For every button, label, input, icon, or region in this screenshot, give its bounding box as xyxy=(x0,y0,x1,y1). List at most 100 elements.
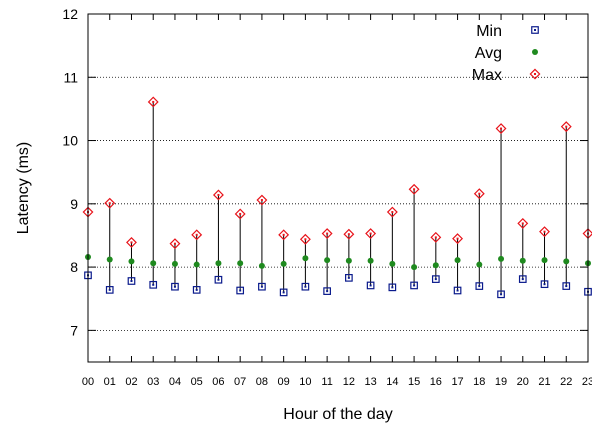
point-max xyxy=(147,96,159,108)
legend-marker-max xyxy=(529,68,541,80)
grid-lines xyxy=(88,76,588,331)
point-min-center xyxy=(543,283,546,286)
point-min xyxy=(388,283,397,292)
point-min xyxy=(105,286,114,294)
point-max-center xyxy=(130,241,133,244)
x-tick-label: 07 xyxy=(234,376,246,388)
point-avg xyxy=(280,260,287,267)
point-avg xyxy=(150,260,157,267)
point-min-center xyxy=(130,280,133,283)
x-tick-label: 12 xyxy=(343,376,355,388)
point-min-center xyxy=(456,289,459,292)
point-max xyxy=(430,231,442,243)
point-max-center xyxy=(239,212,242,215)
point-max-center xyxy=(347,233,350,236)
point-avg xyxy=(258,262,265,269)
point-avg xyxy=(237,260,244,267)
point-avg xyxy=(411,264,418,271)
point-max-center xyxy=(152,100,155,103)
point-max xyxy=(212,189,224,201)
x-axis-label: Hour of the day xyxy=(283,406,392,423)
point-min xyxy=(279,288,288,297)
x-tick-label: 04 xyxy=(169,376,181,388)
point-max xyxy=(343,228,355,240)
point-max-center xyxy=(413,188,416,191)
point-max xyxy=(126,236,137,248)
data-points xyxy=(82,96,592,299)
x-tick-label: 18 xyxy=(473,376,485,388)
point-min-center xyxy=(500,293,503,296)
y-axis-ticks: 7 8 9 10 11 12 xyxy=(62,6,588,338)
point-avg xyxy=(476,261,483,268)
point-min-center xyxy=(326,290,329,293)
legend-label-avg: Avg xyxy=(475,45,502,62)
x-tick-label: 08 xyxy=(256,376,268,388)
point-min xyxy=(518,275,527,283)
point-min-center xyxy=(217,278,220,281)
point-min-center xyxy=(195,288,198,291)
point-avg xyxy=(324,257,331,264)
point-max-center xyxy=(478,192,481,195)
point-avg xyxy=(432,262,439,269)
point-max xyxy=(321,228,333,240)
y-tick-label: 8 xyxy=(70,259,78,275)
point-max-center xyxy=(434,236,437,239)
point-min xyxy=(258,282,266,291)
point-max xyxy=(104,197,116,209)
point-min-center xyxy=(521,278,524,281)
point-avg xyxy=(389,260,396,267)
x-tick-label: 01 xyxy=(104,376,116,388)
point-min-center xyxy=(152,283,155,286)
plot-frame xyxy=(87,13,589,363)
point-min-center xyxy=(173,285,176,288)
x-tick-label: 20 xyxy=(517,376,529,388)
point-max xyxy=(408,183,420,195)
x-tick-label: 11 xyxy=(321,376,332,388)
point-max xyxy=(191,229,203,241)
x-tick-label: 16 xyxy=(430,376,442,388)
x-tick-label: 13 xyxy=(364,376,376,388)
point-max-center xyxy=(282,233,285,236)
x-tick-label: 17 xyxy=(451,376,463,388)
point-avg xyxy=(193,261,200,268)
point-max-center xyxy=(260,199,263,202)
point-avg xyxy=(302,255,309,262)
point-max-center xyxy=(173,242,176,245)
point-min xyxy=(214,275,223,284)
x-tick-label: 09 xyxy=(278,376,290,388)
y-tick-label: 9 xyxy=(70,196,78,212)
point-max xyxy=(386,206,398,218)
point-min-center xyxy=(369,284,372,287)
point-min xyxy=(410,281,418,290)
y-tick-label: 11 xyxy=(63,69,78,85)
point-max-center xyxy=(304,238,307,241)
point-max xyxy=(495,123,507,134)
point-min-center xyxy=(413,284,416,287)
point-max xyxy=(278,229,290,241)
point-max xyxy=(256,194,268,206)
point-max xyxy=(169,238,181,250)
point-min xyxy=(497,290,505,299)
point-min xyxy=(453,286,462,295)
point-avg xyxy=(171,260,178,267)
point-max-center xyxy=(500,127,503,130)
point-min-center xyxy=(108,288,111,291)
x-tick-label: 19 xyxy=(495,376,507,388)
point-max xyxy=(539,226,550,238)
point-max xyxy=(234,208,246,220)
point-max xyxy=(517,217,529,229)
point-max xyxy=(560,121,572,133)
point-max-center xyxy=(326,232,329,235)
x-tick-label: 05 xyxy=(191,376,203,388)
point-min-center xyxy=(304,285,307,288)
point-min xyxy=(323,287,331,295)
point-max xyxy=(299,233,311,245)
point-max-center xyxy=(565,125,568,128)
point-max-center xyxy=(521,222,524,225)
x-tick-label: 02 xyxy=(125,376,137,388)
point-max-center xyxy=(456,237,459,240)
x-tick-label: 10 xyxy=(299,376,311,388)
point-avg xyxy=(215,260,222,267)
x-tick-label: 14 xyxy=(386,376,398,388)
point-min xyxy=(366,281,375,290)
